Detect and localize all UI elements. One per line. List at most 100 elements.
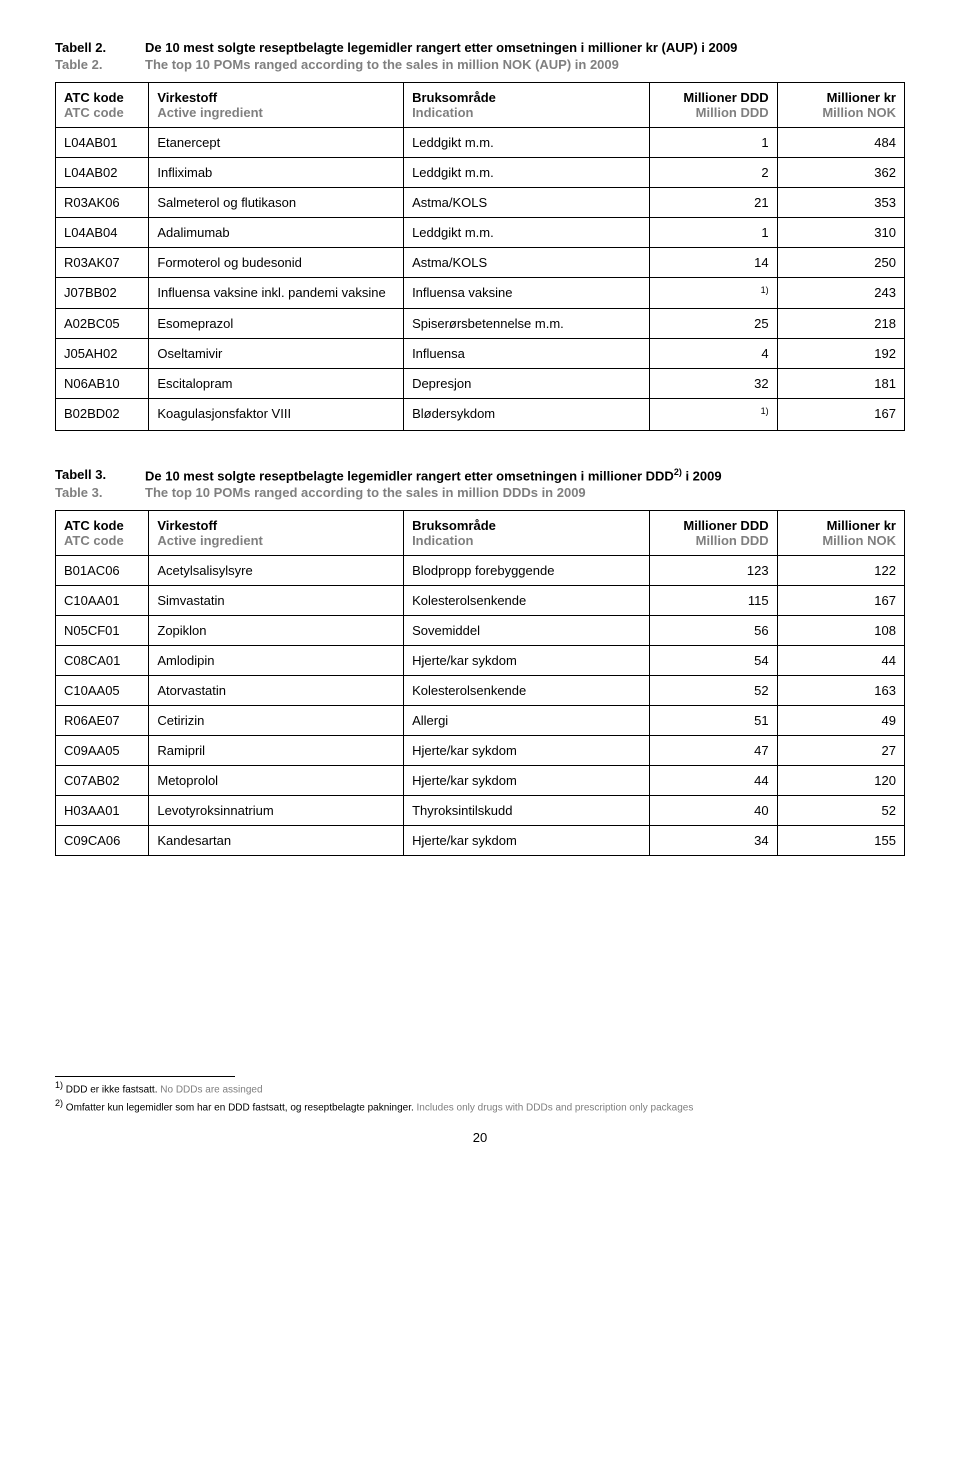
table2-title-en: The top 10 POMs ranged according to the …: [145, 57, 619, 72]
table2-h2: BruksområdeIndication: [404, 83, 650, 128]
cell-indication: Sovemiddel: [404, 615, 650, 645]
cell-atc: B02BD02: [56, 399, 149, 430]
cell-ingredient: Escitalopram: [149, 369, 404, 399]
table-row: R03AK06Salmeterol og flutikasonAstma/KOL…: [56, 188, 905, 218]
footnote-1: 1) DDD er ikke fastsatt. No DDDs are ass…: [55, 1079, 905, 1097]
cell-nok: 353: [777, 188, 904, 218]
cell-atc: C10AA01: [56, 585, 149, 615]
cell-ddd: 40: [650, 795, 777, 825]
cell-ddd: 1: [650, 218, 777, 248]
cell-nok: 120: [777, 765, 904, 795]
cell-ingredient: Ramipril: [149, 735, 404, 765]
table3-h1: VirkestoffActive ingredient: [149, 510, 404, 555]
cell-ddd: 51: [650, 705, 777, 735]
table2-h1: VirkestoffActive ingredient: [149, 83, 404, 128]
cell-indication: Kolesterolsenkende: [404, 675, 650, 705]
table3-label-no: Tabell 3.: [55, 467, 145, 483]
table2-h4: Millioner krMillion NOK: [777, 83, 904, 128]
cell-indication: Astma/KOLS: [404, 248, 650, 278]
cell-atc: H03AA01: [56, 795, 149, 825]
cell-nok: 52: [777, 795, 904, 825]
cell-atc: L04AB04: [56, 218, 149, 248]
cell-ingredient: Metoprolol: [149, 765, 404, 795]
cell-ingredient: Acetylsalisylsyre: [149, 555, 404, 585]
cell-indication: Thyroksintilskudd: [404, 795, 650, 825]
table2-title-no: De 10 mest solgte reseptbelagte legemidl…: [145, 40, 737, 55]
cell-nok: 362: [777, 158, 904, 188]
cell-ingredient: Amlodipin: [149, 645, 404, 675]
table3-title-no: De 10 mest solgte reseptbelagte legemidl…: [145, 467, 722, 483]
cell-ddd: 52: [650, 675, 777, 705]
table3-heading-no: Tabell 3. De 10 mest solgte reseptbelagt…: [55, 467, 905, 483]
cell-ingredient: Salmeterol og flutikason: [149, 188, 404, 218]
table-row: B02BD02Koagulasjonsfaktor VIIIBlødersykd…: [56, 399, 905, 430]
cell-indication: Allergi: [404, 705, 650, 735]
table2-h3: Millioner DDDMillion DDD: [650, 83, 777, 128]
cell-atc: N05CF01: [56, 615, 149, 645]
cell-ddd: 123: [650, 555, 777, 585]
cell-nok: 310: [777, 218, 904, 248]
cell-ddd: 47: [650, 735, 777, 765]
cell-atc: C09CA06: [56, 825, 149, 855]
cell-indication: Blødersykdom: [404, 399, 650, 430]
cell-indication: Hjerte/kar sykdom: [404, 645, 650, 675]
cell-indication: Leddgikt m.m.: [404, 128, 650, 158]
cell-atc: L04AB01: [56, 128, 149, 158]
cell-atc: R06AE07: [56, 705, 149, 735]
cell-ingredient: Influensa vaksine inkl. pandemi vaksine: [149, 278, 404, 309]
cell-ingredient: Simvastatin: [149, 585, 404, 615]
cell-indication: Leddgikt m.m.: [404, 158, 650, 188]
cell-ingredient: Koagulasjonsfaktor VIII: [149, 399, 404, 430]
cell-indication: Hjerte/kar sykdom: [404, 765, 650, 795]
cell-nok: 484: [777, 128, 904, 158]
cell-ddd: 34: [650, 825, 777, 855]
cell-nok: 27: [777, 735, 904, 765]
cell-indication: Hjerte/kar sykdom: [404, 825, 650, 855]
table-row: N06AB10EscitalopramDepresjon32181: [56, 369, 905, 399]
cell-atc: R03AK07: [56, 248, 149, 278]
cell-indication: Astma/KOLS: [404, 188, 650, 218]
cell-atc: J05AH02: [56, 339, 149, 369]
table-row: J05AH02OseltamivirInfluensa4192: [56, 339, 905, 369]
cell-ddd: 4: [650, 339, 777, 369]
table-row: R06AE07CetirizinAllergi5149: [56, 705, 905, 735]
cell-nok: 218: [777, 309, 904, 339]
cell-nok: 44: [777, 645, 904, 675]
table-row: L04AB02InfliximabLeddgikt m.m.2362: [56, 158, 905, 188]
table3-title-en: The top 10 POMs ranged according to the …: [145, 485, 586, 500]
table-row: J07BB02Influensa vaksine inkl. pandemi v…: [56, 278, 905, 309]
cell-nok: 49: [777, 705, 904, 735]
table-row: H03AA01LevotyroksinnatriumThyroksintilsk…: [56, 795, 905, 825]
table2-label-en: Table 2.: [55, 57, 145, 72]
footnote-2: 2) Omfatter kun legemidler som har en DD…: [55, 1097, 905, 1115]
table-row: C07AB02MetoprololHjerte/kar sykdom44120: [56, 765, 905, 795]
cell-indication: Influensa: [404, 339, 650, 369]
cell-atc: R03AK06: [56, 188, 149, 218]
table2-heading-en: Table 2. The top 10 POMs ranged accordin…: [55, 57, 905, 72]
cell-indication: Spiserørsbetennelse m.m.: [404, 309, 650, 339]
cell-ingredient: Etanercept: [149, 128, 404, 158]
cell-atc: C09AA05: [56, 735, 149, 765]
cell-ddd: 14: [650, 248, 777, 278]
table3-label-en: Table 3.: [55, 485, 145, 500]
cell-atc: L04AB02: [56, 158, 149, 188]
cell-ddd: 1: [650, 128, 777, 158]
cell-ddd: 1): [650, 399, 777, 430]
table2: ATC kodeATC code VirkestoffActive ingred…: [55, 82, 905, 431]
cell-nok: 167: [777, 399, 904, 430]
cell-ddd: 56: [650, 615, 777, 645]
cell-nok: 167: [777, 585, 904, 615]
cell-nok: 122: [777, 555, 904, 585]
table-row: N05CF01ZopiklonSovemiddel56108: [56, 615, 905, 645]
cell-ddd: 21: [650, 188, 777, 218]
table2-header-row: ATC kodeATC code VirkestoffActive ingred…: [56, 83, 905, 128]
cell-atc: C10AA05: [56, 675, 149, 705]
table-row: C09AA05RamiprilHjerte/kar sykdom4727: [56, 735, 905, 765]
cell-atc: J07BB02: [56, 278, 149, 309]
cell-ingredient: Zopiklon: [149, 615, 404, 645]
table-row: R03AK07Formoterol og budesonidAstma/KOLS…: [56, 248, 905, 278]
cell-indication: Leddgikt m.m.: [404, 218, 650, 248]
cell-nok: 155: [777, 825, 904, 855]
cell-ingredient: Infliximab: [149, 158, 404, 188]
table-row: C10AA01SimvastatinKolesterolsenkende1151…: [56, 585, 905, 615]
